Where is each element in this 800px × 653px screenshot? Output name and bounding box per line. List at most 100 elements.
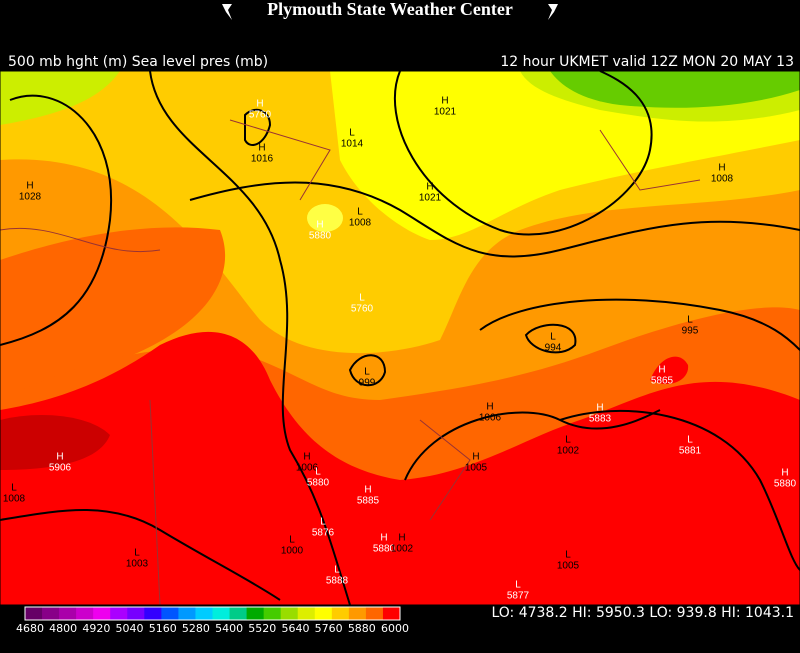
colorbar: 4680 4800 4920 5040 5160 5280 5400 5520 5640 5760…: [16, 606, 409, 635]
center-mark: H: [258, 143, 265, 154]
colorbar-swatch: [59, 607, 77, 620]
flag-icon: [548, 4, 558, 20]
center-value: 5880: [307, 478, 330, 489]
center-value: 1003: [126, 559, 149, 570]
colorbar-label: 4800: [49, 622, 77, 635]
center-mark: L: [357, 207, 363, 218]
colorbar-label: 5880: [348, 622, 376, 635]
colorbar-swatch: [331, 607, 350, 620]
map-labels: H1028H5760H1016L1014H1021H1021H1008L1008…: [3, 96, 797, 602]
center-value: 5760: [249, 110, 272, 121]
center-value: 1005: [465, 463, 488, 474]
colorbar-swatch: [93, 607, 111, 620]
colorbar-swatch: [314, 607, 333, 620]
center-value: 995: [682, 326, 699, 337]
center-mark: L: [11, 483, 17, 494]
center-mark: H: [658, 365, 665, 376]
colorbar-label: 5280: [182, 622, 210, 635]
center-mark: L: [320, 517, 326, 528]
center-mark: L: [359, 293, 365, 304]
colorbar-swatch: [348, 607, 367, 620]
colorbar-swatch: [263, 607, 282, 620]
center-mark: H: [426, 182, 433, 193]
center-mark: L: [315, 467, 321, 478]
center-value: 1002: [391, 544, 414, 555]
borders: [0, 119, 701, 606]
map-fills: [0, 71, 800, 605]
center-value: 1002: [557, 446, 580, 457]
center-mark: L: [334, 565, 340, 576]
center-mark: H: [781, 468, 788, 479]
center-mark: L: [515, 580, 521, 591]
center-mark: H: [718, 163, 725, 174]
center-mark: L: [687, 435, 693, 446]
center-value: 1016: [251, 154, 274, 165]
stats: LO: 4738.2 HI: 5950.3 LO: 939.8 HI: 1043…: [491, 605, 794, 621]
colorbar-label: 5400: [215, 622, 243, 635]
colorbar-swatch: [365, 607, 384, 620]
center-mark: L: [289, 535, 295, 546]
center-mark: H: [398, 533, 405, 544]
colorbar-label: 6000: [381, 622, 409, 635]
center-value: 5877: [507, 591, 530, 602]
colorbar-label: 5640: [281, 622, 309, 635]
contours: [0, 70, 800, 606]
center-value: 1008: [3, 494, 26, 505]
center-value: 5760: [351, 304, 374, 315]
center-value: 5888: [326, 576, 349, 587]
colorbar-frame: [24, 606, 401, 621]
center-mark: L: [134, 548, 140, 559]
center-mark: H: [472, 452, 479, 463]
header-left: 500 mb hght (m) Sea level pres (mb): [8, 54, 268, 70]
colorbar-swatch: [382, 607, 401, 620]
center-mark: H: [303, 452, 310, 463]
center-value: 1014: [341, 139, 364, 150]
colorbar-label: 5760: [315, 622, 343, 635]
center-value: 5885: [357, 496, 380, 507]
map-frame: [0, 70, 800, 606]
center-mark: L: [364, 367, 370, 378]
center-value: 5880: [774, 479, 797, 490]
center-mark: H: [364, 485, 371, 496]
colorbar-swatch: [144, 607, 162, 620]
center-mark: H: [486, 402, 493, 413]
colorbar-label: 5040: [116, 622, 144, 635]
colorbar-swatch: [42, 607, 60, 620]
center-value: 1021: [434, 107, 457, 118]
center-mark: H: [256, 99, 263, 110]
center-value: 1021: [419, 193, 442, 204]
colorbar-swatch: [212, 607, 231, 620]
colorbar-swatch: [229, 607, 248, 620]
center-mark: L: [565, 550, 571, 561]
colorbar-swatch: [178, 607, 196, 620]
colorbar-label: 4920: [82, 622, 110, 635]
center-value: 1008: [711, 174, 734, 185]
center-mark: H: [596, 403, 603, 414]
colorbar-swatch: [110, 607, 128, 620]
center-value: 1006: [479, 413, 502, 424]
colorbar-label: 5160: [149, 622, 177, 635]
colorbar-label: 4680: [16, 622, 44, 635]
center-value: 5906: [49, 463, 72, 474]
center-value: 5880: [373, 544, 396, 555]
center-value: 1028: [19, 192, 42, 203]
center-mark: L: [687, 315, 693, 326]
center-value: 5880: [309, 231, 332, 242]
header-right: 12 hour UKMET valid 12Z MON 20 MAY 13: [500, 54, 794, 70]
flag-icon: [222, 4, 232, 20]
center-mark: L: [349, 128, 355, 139]
center-value: 1008: [349, 218, 372, 229]
center-value: 5883: [589, 414, 612, 425]
title: Plymouth State Weather Center: [267, 0, 513, 19]
center-mark: L: [550, 332, 556, 343]
center-value: 1000: [281, 546, 304, 557]
colorbar-swatch: [76, 607, 94, 620]
center-value: 999: [359, 378, 376, 389]
colorbar-swatch: [161, 607, 179, 620]
colorbar-swatch: [280, 607, 299, 620]
center-value: 5865: [651, 376, 674, 387]
center-value: 1005: [557, 561, 580, 572]
center-value: 1006: [296, 463, 319, 474]
center-mark: L: [565, 435, 571, 446]
